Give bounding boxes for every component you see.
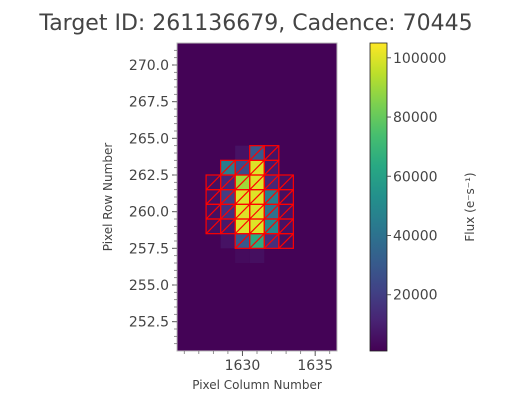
pixel-cell xyxy=(249,248,265,263)
plot-area: 1630 1635 252.5255.0257.5260.0262.5265.02… xyxy=(129,42,338,374)
colorbar: 20000 40000 60000 80000 100000 Flux (e⁻s⁻¹) xyxy=(369,42,477,352)
colorbar-tick-label: 40000 xyxy=(393,229,438,245)
y-tick-label: 257.5 xyxy=(129,241,169,257)
pixel-cell xyxy=(220,233,236,249)
y-tick-label: 252.5 xyxy=(129,315,169,331)
aperture-mask xyxy=(205,145,294,249)
y-tick-label: 267.5 xyxy=(129,95,169,111)
colorbar-tick-label: 80000 xyxy=(393,110,438,126)
colorbar-tick-label: 60000 xyxy=(393,169,438,185)
pixel-cell xyxy=(235,145,250,161)
y-tick-label: 270.0 xyxy=(129,58,169,74)
x-axis-label: Pixel Column Number xyxy=(192,378,322,392)
chart-title: Target ID: 261136679, Cadence: 70445 xyxy=(38,11,472,36)
colorbar-gradient xyxy=(369,42,388,352)
pixel-cell xyxy=(235,248,250,263)
y-axis-label: Pixel Row Number xyxy=(101,143,115,252)
colorbar-ticks: 20000 40000 60000 80000 100000 xyxy=(387,51,446,304)
y-tick-label: 262.5 xyxy=(129,168,169,184)
y-axis-ticks: 252.5 255.0 257.5 260.0 262.5 265.0 267.5 270.0 xyxy=(129,49,177,345)
colorbar-tick-label: 20000 xyxy=(393,288,438,304)
x-tick-label: 1635 xyxy=(297,358,333,374)
y-tick-label: 255.0 xyxy=(129,278,169,294)
x-tick-label: 1630 xyxy=(225,358,261,374)
colorbar-label: Flux (e⁻s⁻¹) xyxy=(463,172,477,241)
y-tick-label: 265.0 xyxy=(129,131,169,147)
x-axis-ticks: 1630 1635 xyxy=(183,351,333,374)
aperture-pixel xyxy=(278,233,294,249)
colorbar-tick-label: 100000 xyxy=(393,51,446,67)
y-tick-label: 260.0 xyxy=(129,205,169,221)
